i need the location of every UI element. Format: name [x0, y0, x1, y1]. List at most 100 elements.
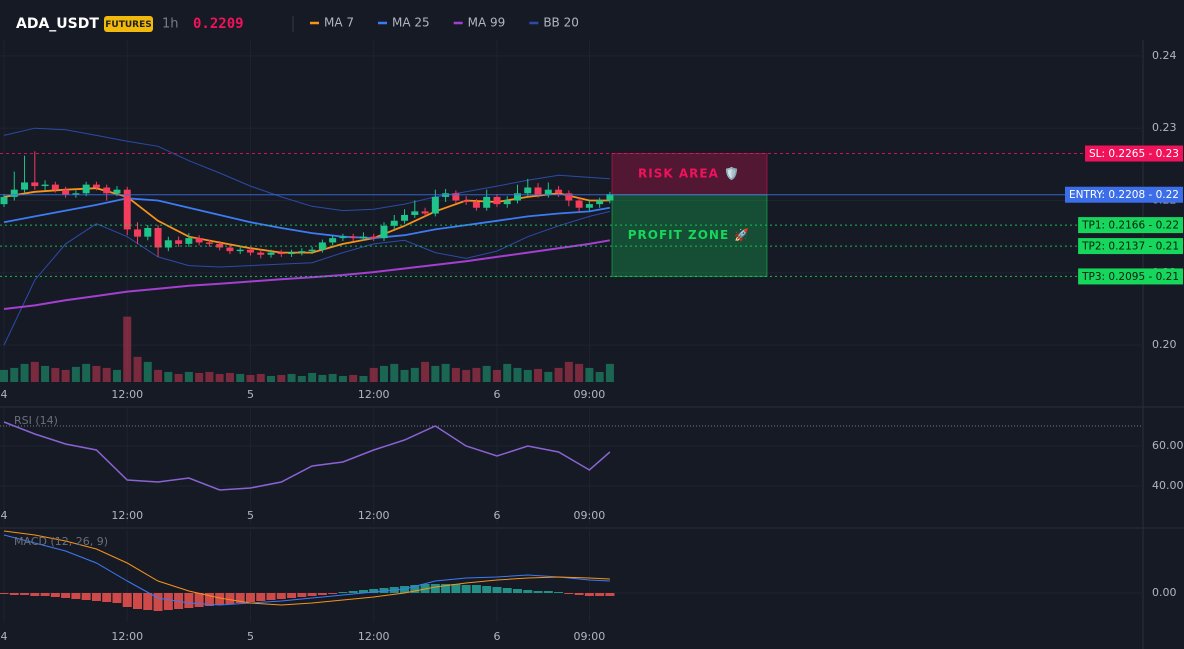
candle-body — [226, 247, 234, 252]
candle-body — [534, 187, 542, 195]
candle-body — [606, 194, 614, 201]
level-label-bg — [1064, 186, 1183, 203]
histogram-bar — [0, 593, 9, 594]
candle-body — [329, 238, 337, 243]
candle-body — [277, 252, 285, 255]
volume-bar — [575, 363, 584, 382]
candle-body — [359, 236, 367, 239]
volume-bar — [143, 361, 152, 382]
y-tick-label: 0.00 — [1152, 586, 1177, 599]
volume-bar — [338, 375, 347, 382]
level-label-bg — [1085, 145, 1183, 162]
x-tick-label: 12:00 — [358, 388, 390, 401]
histogram-bar — [554, 592, 564, 593]
histogram-bar — [122, 593, 132, 607]
histogram-bar — [595, 593, 605, 596]
histogram-bar — [61, 593, 71, 598]
badge-bg — [104, 16, 153, 32]
candle-body — [596, 200, 604, 205]
x-tick-label: 09:00 — [574, 388, 606, 401]
candle-body — [51, 184, 59, 190]
histogram-bar — [215, 593, 225, 605]
candle-body — [524, 187, 532, 194]
legend-label: MA 99 — [468, 16, 506, 30]
histogram-bar — [133, 593, 143, 609]
candle-body — [390, 220, 398, 226]
volume-bar — [10, 367, 19, 382]
histogram-bar — [71, 593, 81, 599]
histogram-bar — [523, 590, 533, 593]
volume-bar — [82, 363, 91, 382]
volume-bar — [184, 371, 193, 382]
candle-body — [72, 193, 80, 195]
volume-bar — [605, 363, 614, 382]
zone — [611, 153, 768, 196]
volume-bar — [318, 374, 327, 382]
macd-line — [3, 530, 610, 606]
volume-bar — [246, 374, 255, 382]
volume-bar — [267, 375, 276, 382]
volume-bar — [41, 365, 50, 382]
y-tick-label: 40.00 — [1152, 479, 1184, 492]
histogram-bar — [574, 593, 584, 595]
level-label: TP3: 0.2095 - 0.21 — [1081, 271, 1179, 283]
x-tick-label: 4 — [1, 388, 8, 401]
legend-label: MA 25 — [392, 16, 430, 30]
volume-bar — [154, 369, 163, 382]
histogram-bar — [358, 590, 368, 593]
x-tick-label: 12:00 — [111, 388, 143, 401]
histogram-bar — [235, 593, 245, 603]
x-tick-label: 12:00 — [358, 630, 390, 643]
volume-bar — [51, 367, 60, 382]
histogram-bar — [338, 592, 348, 593]
x-tick-label: 6 — [493, 630, 500, 643]
candle-body — [308, 249, 316, 252]
volume-bar — [390, 363, 399, 382]
candle-body — [298, 251, 306, 253]
candle-body — [575, 200, 583, 208]
volume-bar — [236, 373, 245, 382]
candle-body — [134, 229, 142, 237]
histogram-bar — [266, 593, 276, 600]
volume-bar — [61, 369, 70, 382]
candle-body — [452, 193, 460, 201]
histogram-bar — [400, 586, 410, 593]
histogram-bar — [564, 593, 574, 594]
histogram-bar — [451, 584, 461, 593]
candle-body — [288, 252, 296, 255]
y-tick-label: 0.20 — [1152, 338, 1177, 351]
histogram-bar — [441, 584, 451, 593]
badge: FUTURES — [105, 20, 151, 30]
volume-bar — [410, 367, 419, 382]
candle-body — [267, 252, 275, 255]
zone — [611, 194, 768, 277]
volume-bar — [585, 367, 594, 382]
candle-body — [92, 184, 100, 188]
candle-body — [154, 227, 162, 248]
volume-bar — [92, 365, 101, 382]
histogram-bar — [584, 593, 594, 596]
histogram-bar — [317, 593, 327, 595]
volume-bar — [277, 374, 286, 382]
histogram-bar — [102, 593, 112, 602]
candle-body — [318, 242, 326, 250]
histogram-bar — [225, 593, 235, 604]
candle-body — [483, 196, 491, 208]
volume-bar — [215, 373, 224, 382]
histogram-bar — [276, 593, 286, 599]
y-tick-label: 0.23 — [1152, 121, 1177, 134]
histogram-bar — [287, 593, 297, 598]
candle-body — [555, 189, 563, 194]
bb-upper — [3, 127, 610, 212]
bb-lower — [3, 210, 611, 346]
histogram-bar — [543, 591, 553, 593]
histogram-bar — [307, 593, 317, 596]
candle-body — [195, 238, 203, 243]
x-tick-label: 6 — [493, 509, 500, 522]
volume-bar — [30, 361, 39, 382]
candle-body — [421, 211, 429, 214]
volume-bar — [492, 369, 501, 382]
volume-bar — [174, 373, 183, 382]
candle-body — [0, 196, 8, 205]
volume-bar — [133, 356, 142, 382]
